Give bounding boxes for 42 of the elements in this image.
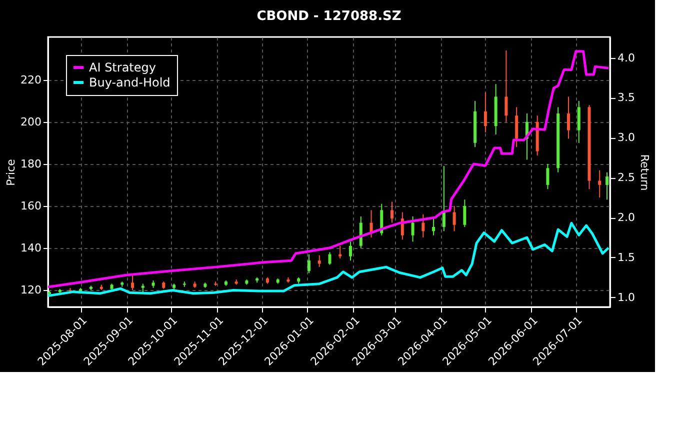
- candlestick: [606, 172, 609, 200]
- candlestick: [328, 252, 332, 266]
- y-tick-label: 220: [20, 73, 42, 86]
- chart-title: CBOND - 127088.SZ: [256, 9, 402, 24]
- candlestick: [484, 92, 487, 133]
- y-tick-label: 120: [20, 283, 42, 296]
- candlestick: [442, 166, 446, 232]
- legend-label: Buy-and-Hold: [89, 76, 170, 90]
- candlestick: [307, 254, 310, 274]
- y-tick-label: 200: [20, 115, 42, 128]
- y-tick-label: 160: [20, 199, 42, 212]
- y2-tick-label: 1.5: [618, 250, 635, 264]
- y2-tick-label: 4.0: [618, 51, 635, 64]
- candlestick: [515, 106, 518, 148]
- candlestick: [131, 274, 134, 290]
- candlestick: [577, 100, 580, 144]
- candlestick: [390, 201, 394, 224]
- candlestick: [318, 254, 321, 268]
- line-series: [46, 222, 610, 298]
- y2-tick-label: 3.0: [618, 131, 635, 144]
- y2-tick-label: 2.5: [618, 171, 635, 184]
- candlestick: [566, 96, 570, 140]
- line-series: [46, 50, 610, 288]
- legend-label: AI Strategy: [89, 60, 156, 74]
- candlestick: [504, 50, 508, 122]
- candlestick: [359, 216, 362, 248]
- y2-tick-label: 1.0: [618, 290, 635, 304]
- candlestick: [422, 214, 425, 238]
- candlestick: [411, 216, 414, 242]
- candlestick: [598, 170, 602, 198]
- candlestick: [338, 245, 342, 259]
- candlestick: [546, 163, 550, 190]
- candlestick: [349, 241, 352, 262]
- y2-tick-label: 3.5: [618, 91, 635, 104]
- y-tick-label: 180: [20, 157, 42, 170]
- candlestick: [463, 199, 466, 228]
- y-axis-title: Price: [4, 158, 18, 186]
- y2-axis-title: Return: [638, 154, 651, 191]
- y2-tick-label: 2.0: [618, 211, 635, 224]
- candlestick: [432, 218, 436, 236]
- candlestick: [452, 205, 456, 232]
- y-tick-label: 140: [20, 241, 42, 254]
